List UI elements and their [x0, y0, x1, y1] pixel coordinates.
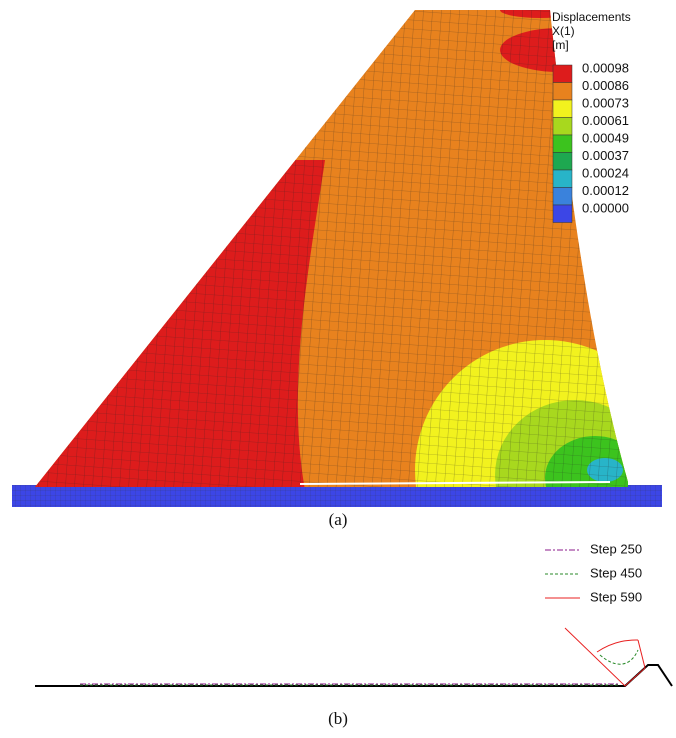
- legend-label: 0.00037: [582, 148, 629, 163]
- legend-swatch: [552, 99, 573, 118]
- caption: (a): [329, 510, 348, 529]
- caption: (b): [328, 709, 348, 728]
- mesh: [35, 10, 628, 487]
- legend-swatch: [552, 169, 573, 188]
- legend-title: X(1): [552, 24, 575, 38]
- legend-label: Step 590: [590, 589, 642, 604]
- profile: [35, 627, 673, 687]
- ground-line: [35, 664, 673, 687]
- legend-label: 0.00024: [582, 165, 629, 180]
- legend-label: 0.00012: [582, 183, 629, 198]
- step-590-curve: [596, 639, 639, 653]
- legend-swatch: [552, 152, 573, 171]
- legend-label: 0.00073: [582, 95, 629, 110]
- legend-label: Step 250: [590, 541, 642, 556]
- legend-label: 0.00098: [582, 60, 629, 75]
- step-590-line: [564, 627, 646, 687]
- legend-label: 0.00061: [582, 113, 629, 128]
- legend-label: Step 450: [590, 565, 642, 580]
- legend-swatch: [552, 82, 573, 101]
- legend-title: Displacements: [552, 10, 631, 24]
- legend-label: 0.00049: [582, 130, 629, 145]
- legend-swatch: [552, 204, 573, 223]
- legend: Step 250 Step 450 Step 590: [545, 541, 642, 604]
- legend-swatch: [552, 64, 573, 83]
- foundation-mesh: [12, 485, 662, 507]
- legend-swatch: [552, 117, 573, 136]
- legend-title: [m]: [552, 38, 569, 52]
- legend-label: 0.00000: [582, 200, 629, 215]
- legend-swatch: [552, 134, 573, 153]
- step-450-curve: [599, 649, 639, 665]
- legend-swatch: [552, 187, 573, 206]
- crack: [299, 481, 611, 485]
- legend-label: 0.00086: [582, 78, 629, 93]
